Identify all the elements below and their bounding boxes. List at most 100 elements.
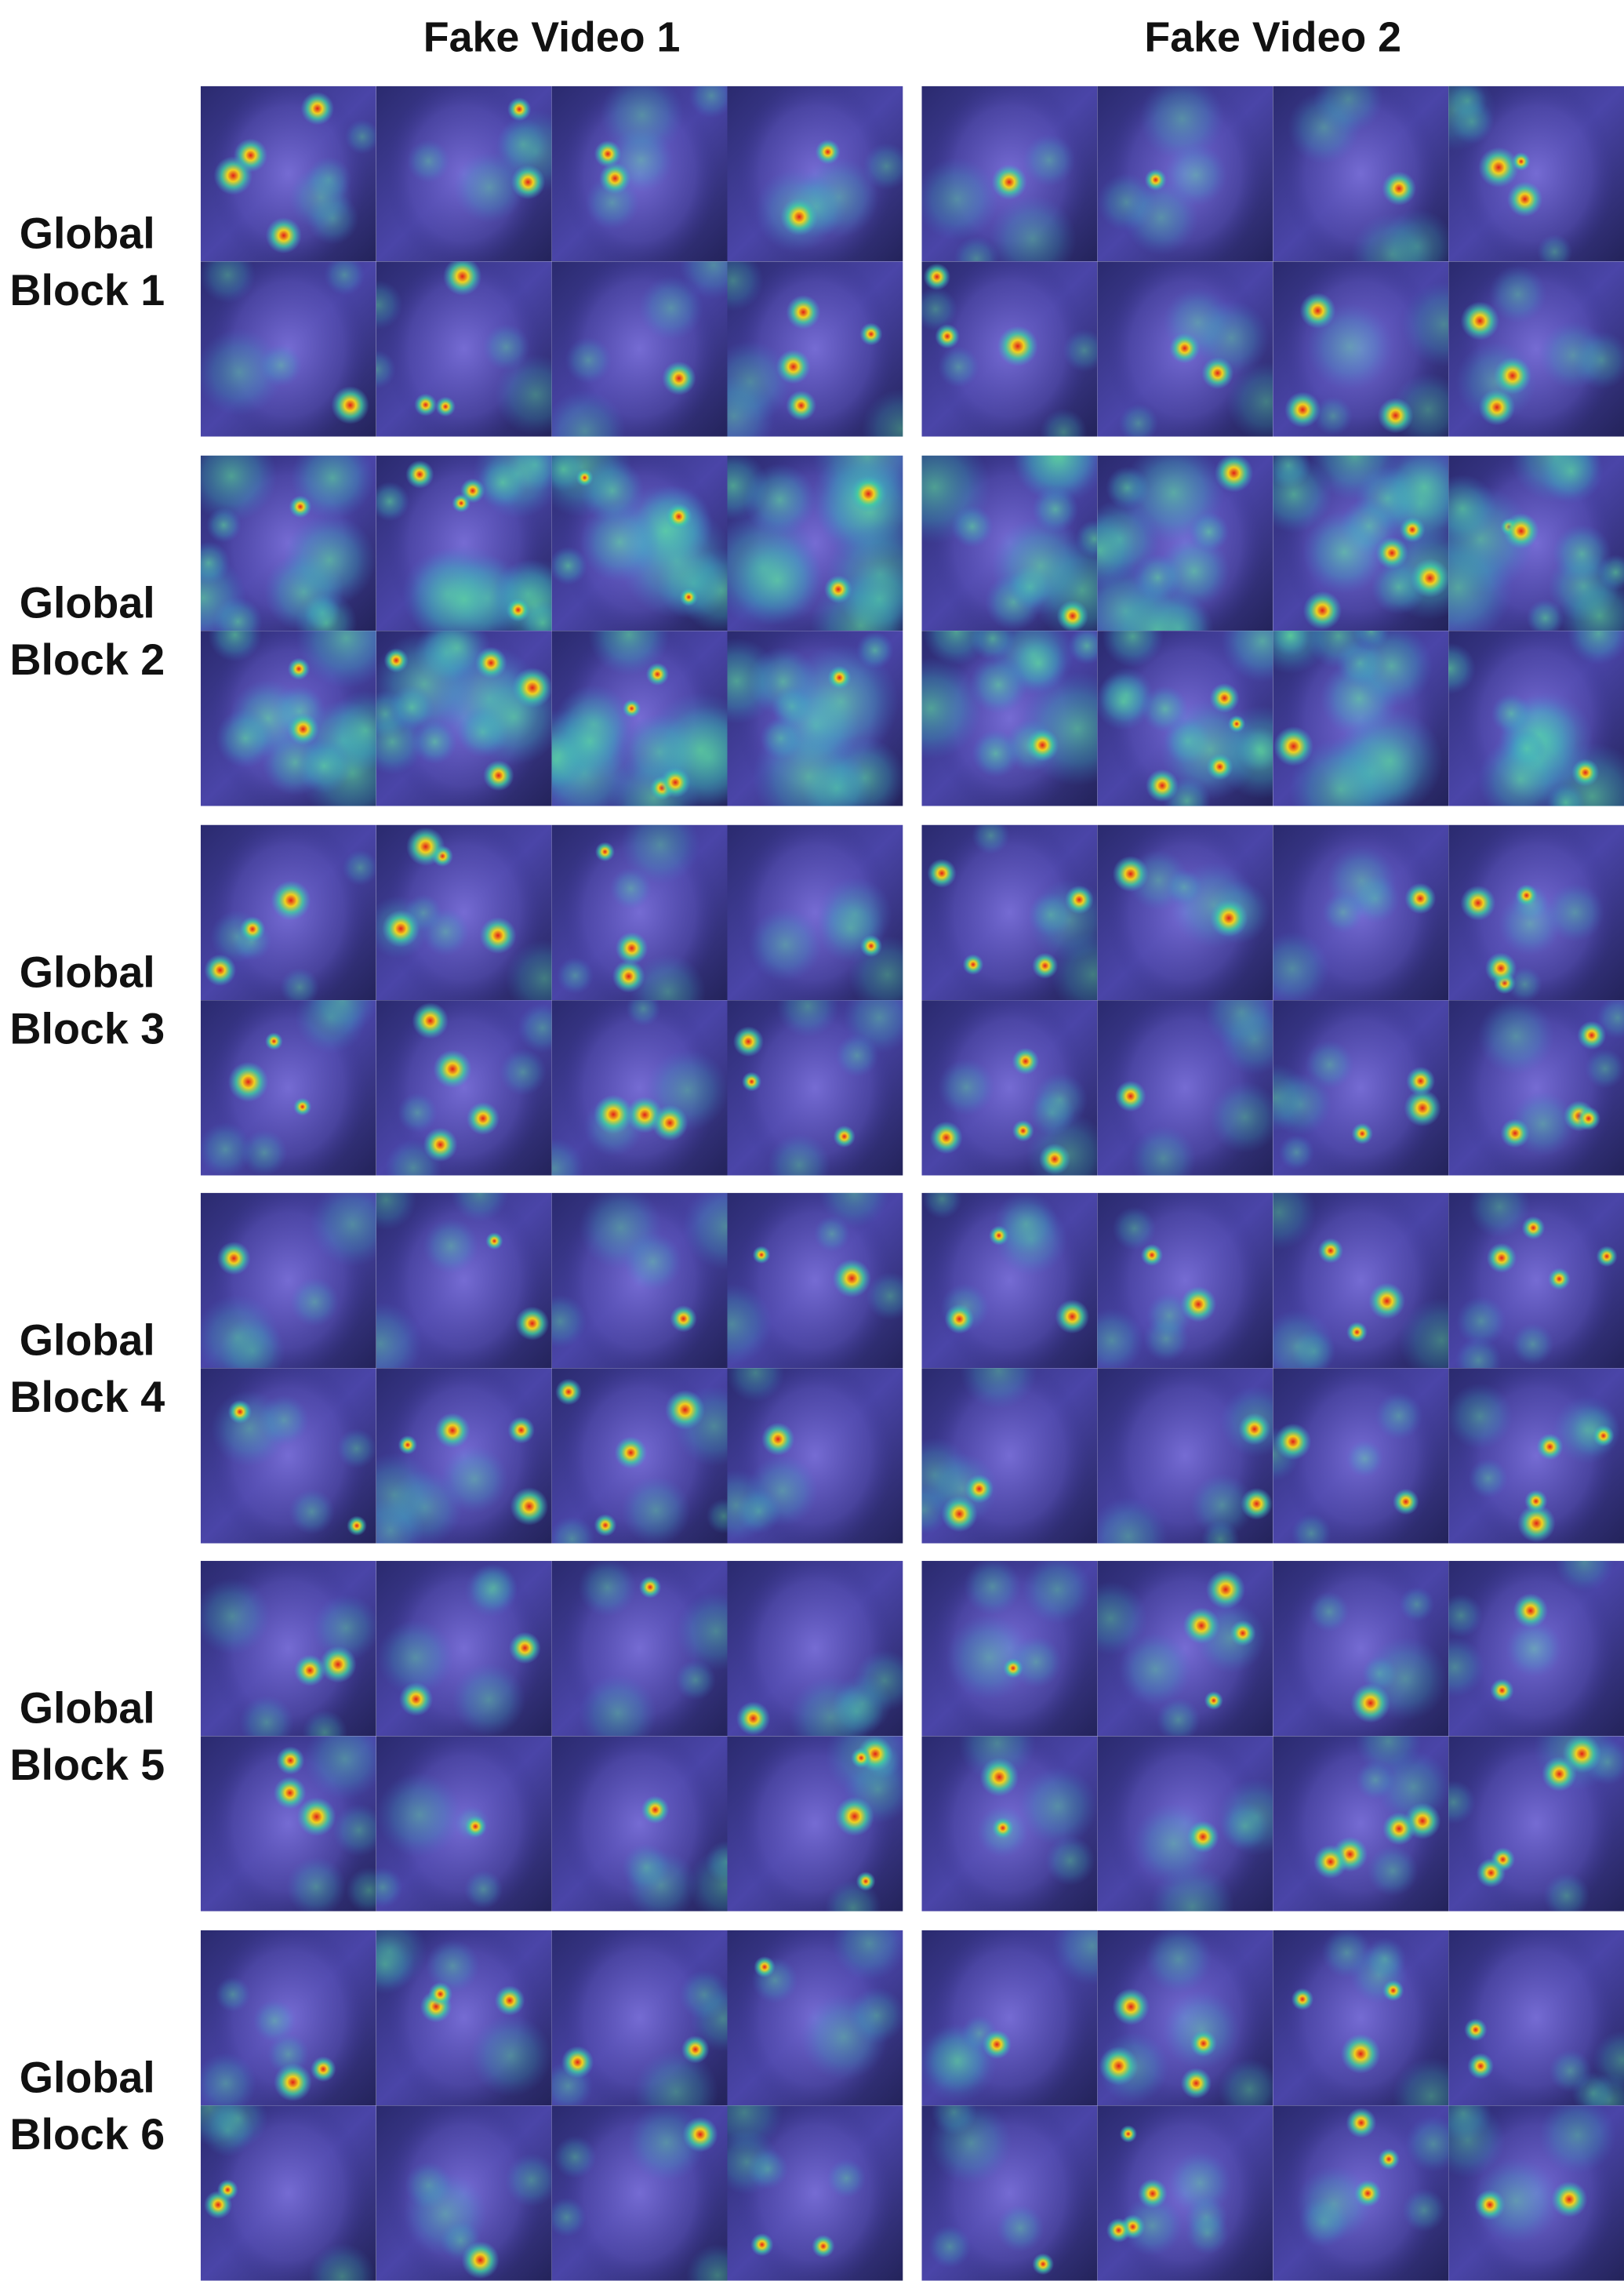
row-label: Block 1	[9, 266, 165, 315]
row-label: Block 2	[9, 635, 165, 684]
heatmap-frame	[921, 1368, 1098, 1544]
column-title: Fake Video 2	[1144, 13, 1401, 60]
heatmap-frame	[921, 85, 1098, 262]
heatmap-frame	[376, 261, 552, 437]
heatmap-frame	[1273, 455, 1449, 631]
heatmap-frame	[1448, 824, 1624, 1001]
heatmap-frame	[1097, 85, 1273, 262]
heatmap-frame	[1448, 1736, 1624, 1912]
heatmap-frame	[1273, 1368, 1449, 1544]
row-label: Global	[20, 1315, 155, 1364]
heatmap-frame	[1448, 2105, 1624, 2281]
heatmap-frame	[1097, 1736, 1273, 1912]
heatmap-frame	[1097, 1368, 1273, 1544]
heatmap-frame	[376, 1560, 552, 1737]
heatmap-frame	[727, 261, 903, 437]
heatmap-frame	[1448, 1560, 1624, 1737]
heatmap-frame	[1097, 1930, 1273, 2106]
heatmap-frame	[1273, 1560, 1449, 1737]
heatmap-frame	[727, 631, 903, 806]
heatmap-frame	[1448, 455, 1624, 631]
heatmap-frame	[551, 1192, 728, 1369]
heatmap-frame	[200, 1560, 376, 1737]
heatmap-frame	[727, 1368, 903, 1544]
heatmap-frame	[551, 455, 728, 631]
heatmap-frame	[1273, 824, 1449, 1001]
heatmap-frame	[727, 1736, 903, 1912]
row-label: Global	[20, 948, 155, 996]
heatmap-frame	[376, 455, 552, 631]
row-label: Block 4	[9, 1373, 165, 1421]
heatmap-frame	[1448, 631, 1624, 806]
heatmap-frame	[727, 2105, 903, 2281]
labels: Fake Video 1 Fake Video 2 Global Block 1 Glo…	[9, 13, 1401, 2159]
heatmap-frame	[376, 85, 552, 262]
heatmap-frame	[727, 455, 903, 631]
heatmap-frame	[1448, 85, 1624, 262]
heatmap-frame	[376, 1192, 552, 1369]
heatmap-frame	[1448, 1930, 1624, 2106]
heatmap-frame	[921, 631, 1098, 806]
row-label: Block 3	[9, 1005, 165, 1053]
heatmap-frame	[1097, 455, 1273, 631]
heatmap-frame	[1097, 1000, 1273, 1176]
heatmap-frame	[921, 455, 1098, 631]
heatmap-frame	[921, 1930, 1098, 2106]
heatmap-frame	[376, 631, 552, 806]
heatmap-frame	[921, 2105, 1098, 2281]
heatmap-frame	[1097, 1560, 1273, 1737]
heatmap-frame	[376, 824, 552, 1001]
heatmap-frame	[200, 1368, 376, 1544]
heatmap-frame	[1097, 2105, 1273, 2281]
heatmap-frame	[1097, 261, 1273, 437]
heatmap-frame	[727, 824, 903, 1001]
heatmap-frame	[376, 1000, 552, 1176]
heatmap-frame	[1273, 631, 1449, 806]
heatmap-frame	[200, 1736, 376, 1912]
heatmap-frame	[551, 631, 728, 806]
row-label: Block 5	[9, 1741, 165, 1789]
heatmap-frame	[376, 2105, 552, 2281]
heatmap-frame	[727, 1930, 903, 2106]
heatmap-frame	[551, 261, 728, 437]
heatmap-frame	[1273, 261, 1449, 437]
heatmap-frame	[727, 85, 903, 262]
heatmap-frame	[1273, 1736, 1449, 1912]
heatmap-frame	[921, 1736, 1098, 1912]
row-label: Global	[20, 1684, 155, 1733]
heatmap-frame	[200, 261, 376, 437]
column-title: Fake Video 1	[423, 13, 681, 60]
heatmap-frame	[551, 1736, 728, 1912]
heatmap-frame	[1448, 1192, 1624, 1369]
heatmap-frame	[551, 1000, 728, 1176]
frames	[200, 85, 1624, 2281]
heatmap-frame	[727, 1000, 903, 1176]
heatmap-frame	[1097, 631, 1273, 806]
heatmap-frame	[376, 1736, 552, 1912]
heatmap-frame	[551, 824, 728, 1001]
heatmap-frame	[200, 455, 376, 631]
heatmap-frame	[551, 1368, 728, 1544]
row-label: Global	[20, 578, 155, 627]
heatmap-frame	[200, 631, 376, 806]
heatmap-frame	[1097, 824, 1273, 1001]
heatmap-frame	[1273, 1192, 1449, 1369]
row-label: Block 6	[9, 2110, 165, 2159]
heatmap-frame	[551, 85, 728, 262]
heatmap-frame	[921, 261, 1098, 437]
heatmap-frame	[921, 1560, 1098, 1737]
heatmap-frame	[200, 1000, 376, 1176]
heatmap-frame	[921, 824, 1098, 1001]
heatmap-frame	[727, 1192, 903, 1369]
heatmap-frame	[200, 1930, 376, 2106]
heatmap-frame	[200, 2105, 376, 2281]
heatmap-frame	[200, 1192, 376, 1369]
heatmap-frame	[200, 824, 376, 1001]
heatmap-frame	[1273, 2105, 1449, 2281]
heatmap-frame	[376, 1368, 552, 1544]
heatmap-frame	[727, 1560, 903, 1737]
heatmap-frame	[376, 1930, 552, 2106]
heatmap-frame	[551, 1930, 728, 2106]
